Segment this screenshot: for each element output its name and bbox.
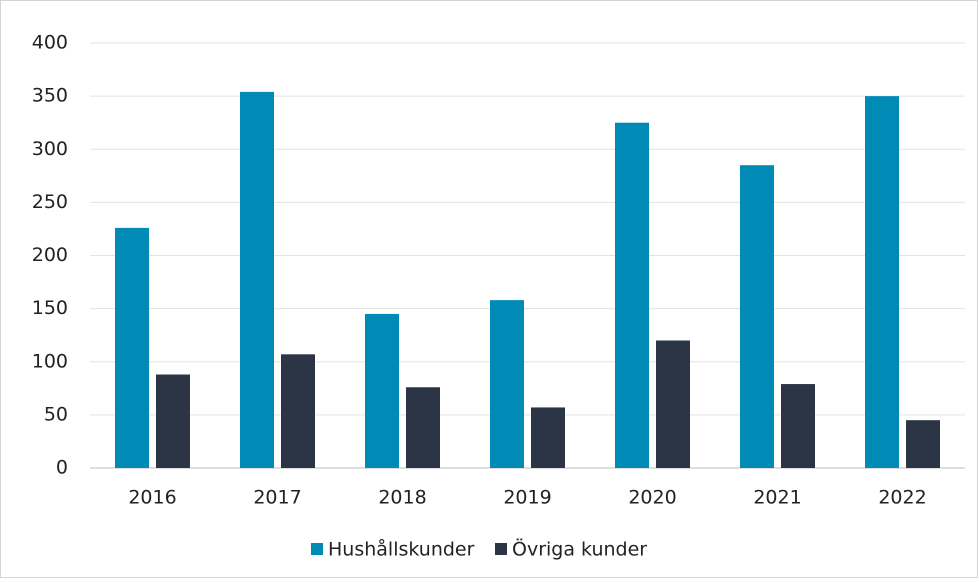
y-tick-label: 200 [32, 244, 68, 266]
y-tick-label: 300 [32, 138, 68, 160]
x-tick-label: 2021 [753, 487, 801, 509]
bar [906, 420, 940, 468]
x-tick-label: 2022 [878, 487, 926, 509]
bar [115, 227, 149, 468]
bar [865, 96, 899, 468]
x-tick-label: 2016 [128, 487, 176, 509]
y-tick-label: 0 [56, 457, 68, 479]
y-tick-label: 100 [32, 350, 68, 372]
y-tick-label: 400 [32, 32, 68, 54]
bar [406, 387, 440, 468]
legend-label: Övriga kunder [512, 538, 647, 561]
bar [156, 374, 190, 468]
bar [365, 313, 399, 468]
legend-swatch [311, 543, 323, 555]
bar [490, 300, 524, 468]
bar [531, 407, 565, 468]
legend-label: Hushållskunder [328, 538, 475, 561]
x-tick-label: 2018 [378, 487, 426, 509]
bar [281, 354, 315, 468]
bar [615, 122, 649, 468]
y-tick-label: 50 [44, 403, 68, 425]
bar [656, 340, 690, 468]
x-tick-label: 2017 [253, 487, 301, 509]
y-tick-label: 250 [32, 191, 68, 213]
y-tick-label: 350 [32, 85, 68, 107]
bar [240, 91, 274, 468]
legend-swatch [495, 543, 507, 555]
y-tick-label: 150 [32, 297, 68, 319]
bar [781, 384, 815, 468]
x-tick-label: 2020 [628, 487, 676, 509]
x-tick-label: 2019 [503, 487, 551, 509]
bar [740, 165, 774, 468]
